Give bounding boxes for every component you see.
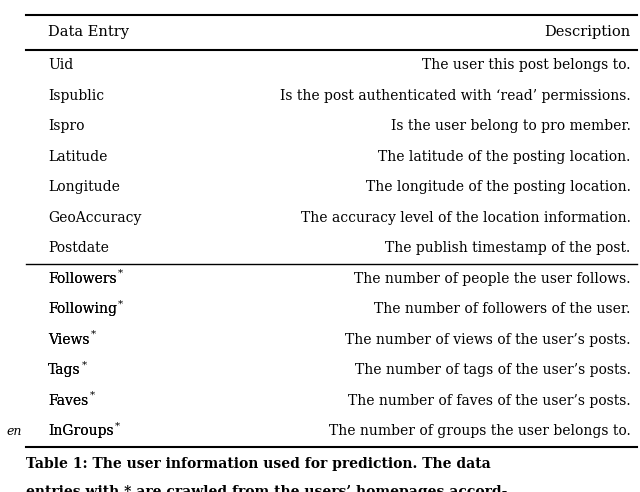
Text: Ispublic: Ispublic: [48, 89, 104, 103]
Text: The latitude of the posting location.: The latitude of the posting location.: [378, 150, 630, 164]
Text: The longitude of the posting location.: The longitude of the posting location.: [365, 181, 630, 194]
Text: Views: Views: [48, 333, 90, 347]
Text: The user this post belongs to.: The user this post belongs to.: [422, 59, 630, 72]
Text: *: *: [118, 269, 123, 278]
Text: Faves: Faves: [48, 394, 88, 408]
Text: Uid: Uid: [48, 59, 73, 72]
Text: *: *: [90, 391, 95, 400]
Text: InGroups: InGroups: [48, 425, 114, 438]
Text: Faves: Faves: [48, 394, 88, 408]
Text: Postdate: Postdate: [48, 242, 109, 255]
Text: Tags: Tags: [48, 364, 81, 377]
Text: The number of people the user follows.: The number of people the user follows.: [354, 272, 630, 286]
Text: Tags: Tags: [48, 364, 81, 377]
Text: entries with * are crawled from the users’ homepages accord-: entries with * are crawled from the user…: [26, 485, 507, 492]
Text: Table 1: The user information used for prediction. The data: Table 1: The user information used for p…: [26, 457, 490, 470]
Text: InGroups: InGroups: [48, 425, 114, 438]
Text: Following: Following: [48, 303, 117, 316]
Text: Longitude: Longitude: [48, 181, 120, 194]
Text: The number of followers of the user.: The number of followers of the user.: [374, 303, 630, 316]
Text: Followers: Followers: [48, 272, 116, 286]
Text: Latitude: Latitude: [48, 150, 108, 164]
Text: The number of tags of the user’s posts.: The number of tags of the user’s posts.: [355, 364, 630, 377]
Text: Followers: Followers: [48, 272, 116, 286]
Text: Views: Views: [48, 333, 90, 347]
Text: Description: Description: [544, 26, 630, 39]
Text: Faves: Faves: [48, 394, 88, 408]
Text: Tags: Tags: [48, 364, 81, 377]
Text: InGroups: InGroups: [48, 425, 114, 438]
Text: Views: Views: [48, 333, 90, 347]
Text: The number of groups the user belongs to.: The number of groups the user belongs to…: [329, 425, 630, 438]
Text: Followers: Followers: [48, 272, 116, 286]
Text: The number of faves of the user’s posts.: The number of faves of the user’s posts.: [348, 394, 630, 408]
Text: The accuracy level of the location information.: The accuracy level of the location infor…: [301, 211, 630, 225]
Text: The number of views of the user’s posts.: The number of views of the user’s posts.: [345, 333, 630, 347]
Text: *: *: [118, 300, 124, 308]
Text: Is the post authenticated with ‘read’ permissions.: Is the post authenticated with ‘read’ pe…: [280, 89, 630, 103]
Text: Ispro: Ispro: [48, 120, 84, 133]
Text: Following: Following: [48, 303, 117, 316]
Text: *: *: [115, 422, 120, 430]
Text: en: en: [6, 425, 22, 438]
Text: GeoAccuracy: GeoAccuracy: [48, 211, 141, 225]
Text: Is the user belong to pro member.: Is the user belong to pro member.: [390, 120, 630, 133]
Text: *: *: [82, 361, 87, 369]
Text: Following: Following: [48, 303, 117, 316]
Text: *: *: [91, 330, 96, 339]
Text: Data Entry: Data Entry: [48, 26, 129, 39]
Text: The publish timestamp of the post.: The publish timestamp of the post.: [385, 242, 630, 255]
